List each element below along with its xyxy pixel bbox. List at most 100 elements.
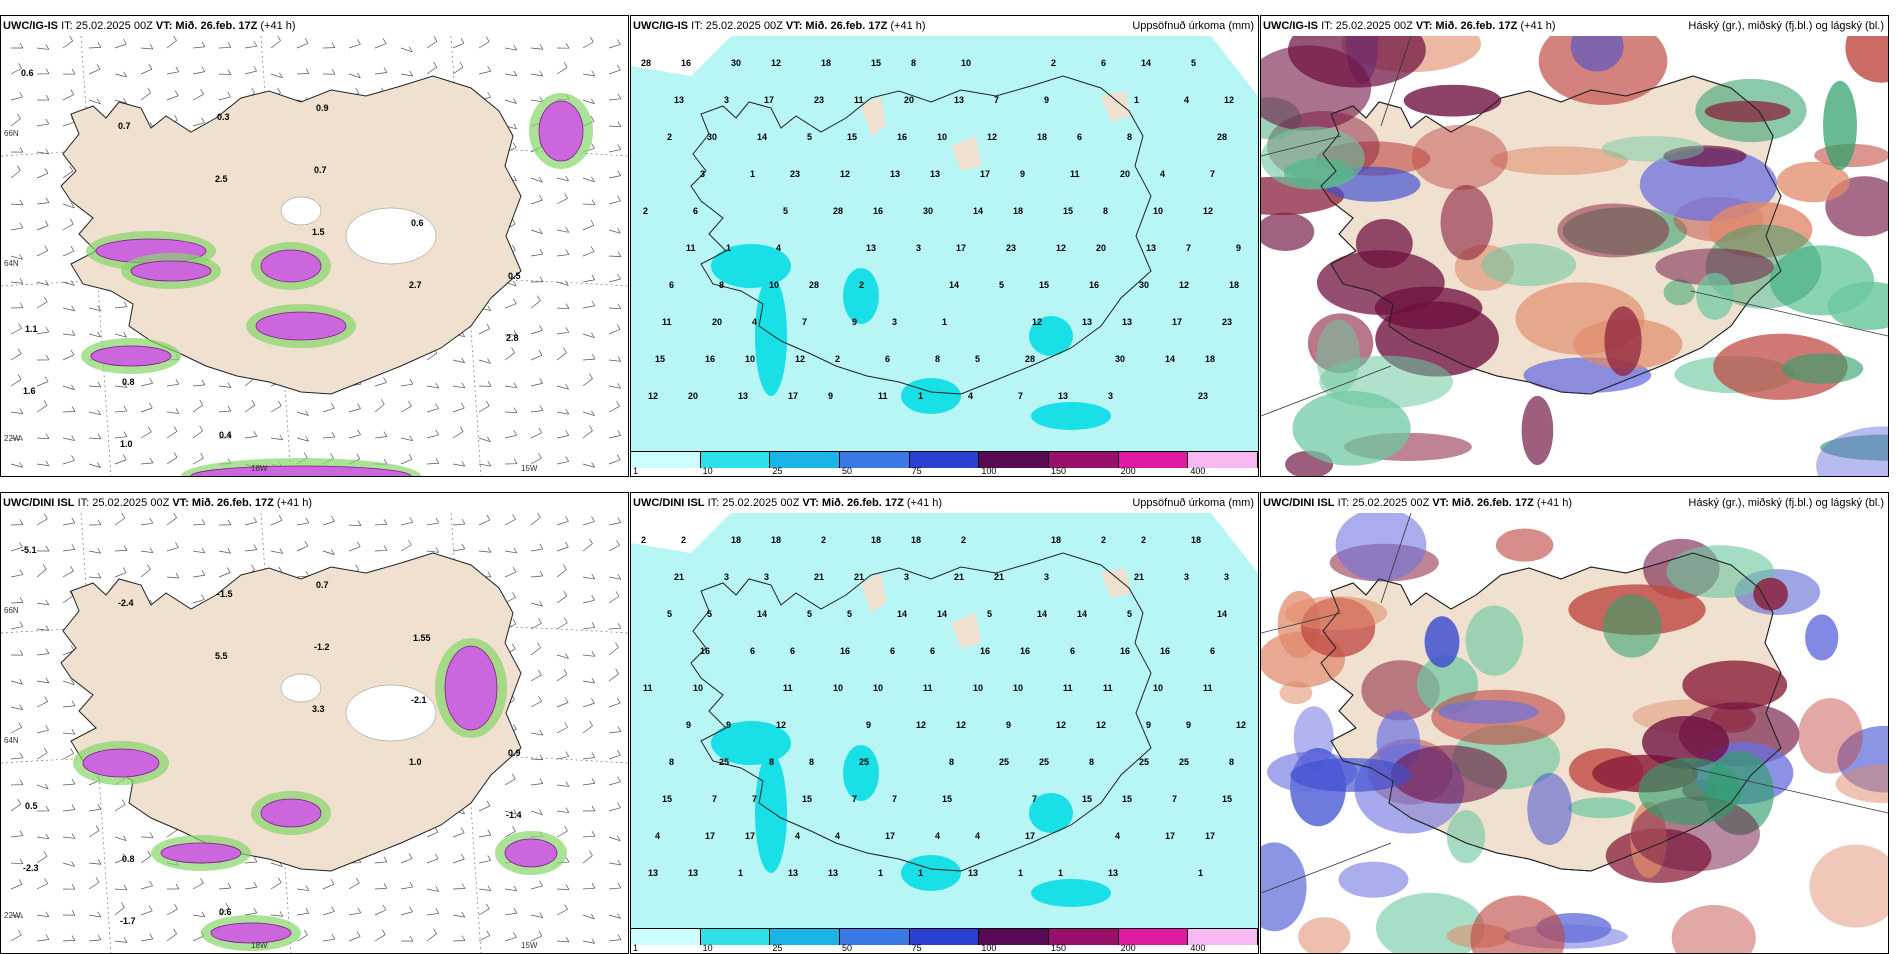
precip-value: 25 xyxy=(999,757,1009,767)
temp-value: 3.3 xyxy=(312,704,325,714)
precip-value: 7 xyxy=(1210,169,1215,179)
precip-value: 21 xyxy=(954,572,964,582)
precip-value: 12 xyxy=(1203,206,1213,216)
precip-value: 8 xyxy=(719,280,724,290)
precip-value: 12 xyxy=(776,720,786,730)
precip-value: 11 xyxy=(686,243,696,253)
temp-value: -2.4 xyxy=(118,598,134,608)
precip-value: 18 xyxy=(1229,280,1239,290)
precip-value: 18 xyxy=(1037,132,1047,142)
temp-value: -5.1 xyxy=(21,545,37,555)
precip-value: 10 xyxy=(1153,206,1163,216)
temp-value: 1.1 xyxy=(25,324,38,334)
precip-value: 4 xyxy=(968,391,973,401)
colorbar-tick: 150 xyxy=(1051,943,1066,953)
precip-value: 23 xyxy=(814,95,824,105)
precip-value: 2 xyxy=(667,132,672,142)
precip-value: 17 xyxy=(1025,831,1035,841)
map-canvas[interactable]: -5.1-2.45.53.31.0-1.4-2.3-1.7-1.5-1.2-2.… xyxy=(1,513,628,953)
precip-value: 14 xyxy=(897,609,907,619)
precip-value: 13 xyxy=(738,391,748,401)
precip-value: 1 xyxy=(918,391,923,401)
precip-value: 6 xyxy=(930,646,935,656)
map-canvas[interactable] xyxy=(1261,36,1888,476)
precip-value: 12 xyxy=(1236,720,1246,730)
precip-value: 2 xyxy=(643,206,648,216)
map-canvas[interactable]: 0.60.72.51.52.72.81.61.00.30.70.60.51.10… xyxy=(1,36,628,476)
precip-value: 21 xyxy=(1134,572,1144,582)
precip-value: 6 xyxy=(750,646,755,656)
colorbar-tick: 100 xyxy=(981,943,996,953)
precip-value: 18 xyxy=(1191,535,1201,545)
precip-value: 25 xyxy=(859,757,869,767)
precip-value: 3 xyxy=(1224,572,1229,582)
precip-value: 16 xyxy=(705,354,715,364)
precip-value: 12 xyxy=(956,720,966,730)
precip-value: 12 xyxy=(1179,280,1189,290)
precip-value: 11 xyxy=(643,683,653,693)
precip-value: 1 xyxy=(1058,868,1063,878)
precip-value: 16 xyxy=(873,206,883,216)
precip-value: 16 xyxy=(700,646,710,656)
precip-value: 5 xyxy=(1191,58,1196,68)
precip-value: 5 xyxy=(807,609,812,619)
precip-value: 13 xyxy=(866,243,876,253)
precip-value: 11 xyxy=(854,95,864,105)
temp-value: 0.4 xyxy=(219,430,232,440)
precip-value: 4 xyxy=(1115,831,1120,841)
precip-value: 12 xyxy=(771,58,781,68)
precip-value: 23 xyxy=(790,169,800,179)
precip-value: 15 xyxy=(871,58,881,68)
precip-value: 5 xyxy=(999,280,1004,290)
colorbar-tick: 400 xyxy=(1190,943,1205,953)
temp-value: 1.0 xyxy=(409,757,422,767)
precip-value: 14 xyxy=(757,609,767,619)
precip-value: 5 xyxy=(975,354,980,364)
panel-title: Háský (gr.), miðský (fj.bl.) og lágský (… xyxy=(1688,16,1884,36)
precip-value: 17 xyxy=(705,831,715,841)
map-canvas[interactable]: 2835131412302316171513182012111098764212… xyxy=(631,36,1258,476)
precip-value: 4 xyxy=(776,243,781,253)
temp-value: -1.4 xyxy=(506,810,522,820)
precip-value: 14 xyxy=(937,609,947,619)
axis-label: 66N xyxy=(4,606,19,615)
axis-label: 64N xyxy=(4,736,19,745)
precip-value: 20 xyxy=(688,391,698,401)
colorbar-tick: 400 xyxy=(1190,466,1205,476)
precip-value: 13 xyxy=(648,868,658,878)
precip-value: 8 xyxy=(769,757,774,767)
precip-value: 3 xyxy=(764,572,769,582)
precip-value: 18 xyxy=(871,535,881,545)
precip-value: 12 xyxy=(1056,720,1066,730)
precip-value: 20 xyxy=(1120,169,1130,179)
precip-value: 2 xyxy=(1101,535,1106,545)
temp-value: -2.1 xyxy=(411,695,427,705)
panel-precip-dini: UWC/DINI ISL IT: 25.02.2025 00Z VT: Mið.… xyxy=(630,492,1259,954)
precip-value: 30 xyxy=(1115,354,1125,364)
precip-value: 18 xyxy=(1013,206,1023,216)
precip-value: 12 xyxy=(840,169,850,179)
precip-value: 16 xyxy=(980,646,990,656)
precip-value: 30 xyxy=(1139,280,1149,290)
temp-value: 0.5 xyxy=(25,801,38,811)
precip-value: 9 xyxy=(866,720,871,730)
precip-value: 2 xyxy=(821,535,826,545)
precip-value: 12 xyxy=(987,132,997,142)
precip-value: 23 xyxy=(1006,243,1016,253)
precip-value: 16 xyxy=(897,132,907,142)
panel-clouds-dini: UWC/DINI ISL IT: 25.02.2025 00Z VT: Mið.… xyxy=(1260,492,1889,954)
precip-value: 1 xyxy=(738,868,743,878)
map-canvas[interactable]: 2356101225151713182114161198741235610122… xyxy=(631,513,1258,953)
temp-value: 0.7 xyxy=(118,121,131,131)
precip-value: 4 xyxy=(975,831,980,841)
precip-value: 4 xyxy=(1184,95,1189,105)
map-canvas[interactable] xyxy=(1261,513,1888,953)
precip-value: 9 xyxy=(726,720,731,730)
precip-value: 13 xyxy=(1082,317,1092,327)
precip-value: 18 xyxy=(911,535,921,545)
precip-value: 25 xyxy=(1039,757,1049,767)
precip-value: 11 xyxy=(1103,683,1113,693)
precip-value: 7 xyxy=(892,794,897,804)
precip-value: 15 xyxy=(1039,280,1049,290)
